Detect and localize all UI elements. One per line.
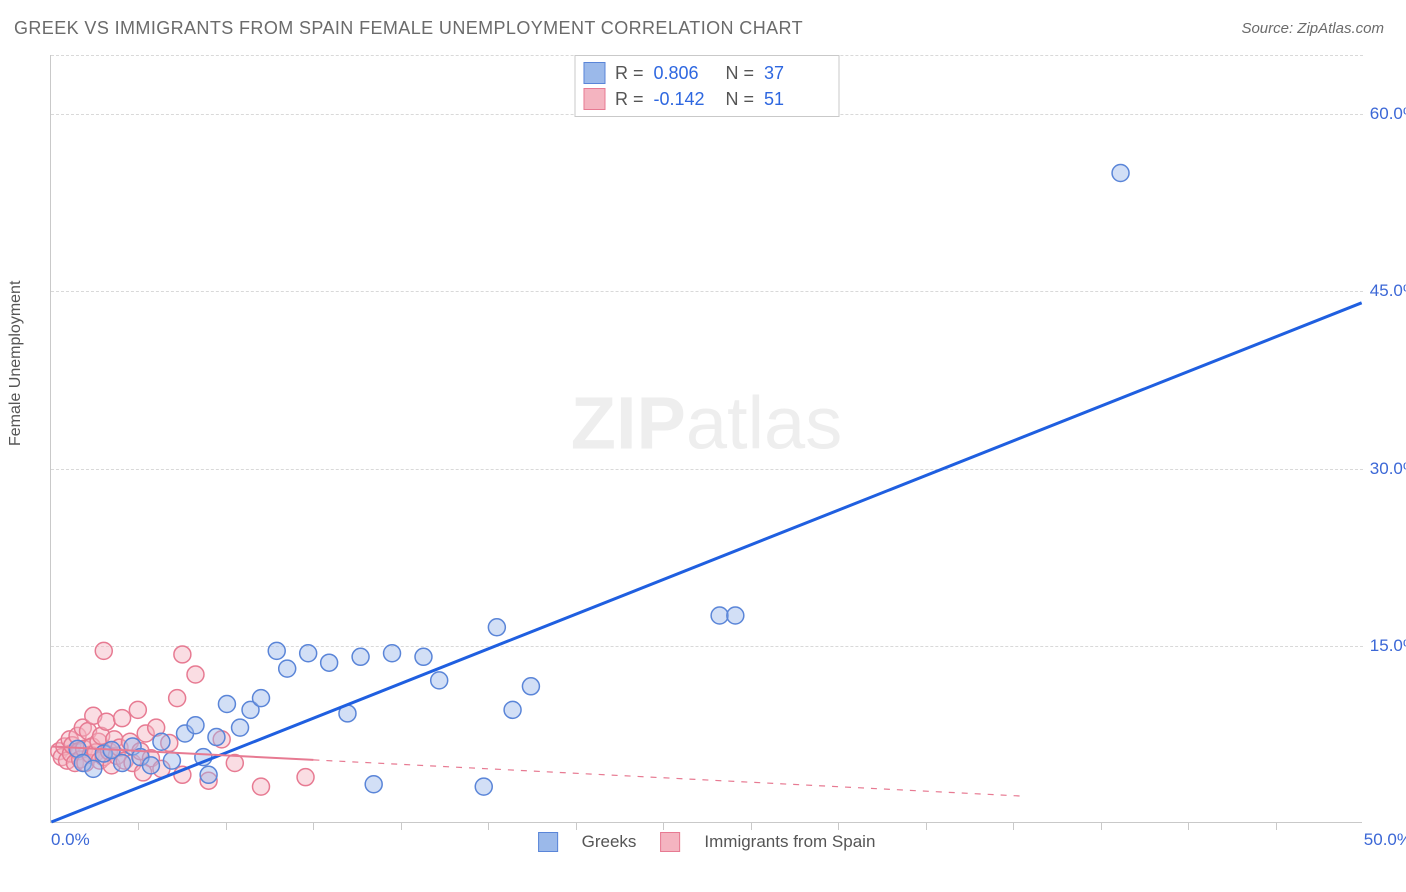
x-tick [576, 822, 577, 830]
x-tick [226, 822, 227, 830]
greeks-point [268, 642, 285, 659]
source-citation: Source: ZipAtlas.com [1241, 20, 1384, 37]
x-tick [1276, 822, 1277, 830]
n-label-spain: N = [726, 89, 755, 110]
x-tick [1101, 822, 1102, 830]
spain-point [129, 701, 146, 718]
trendline-greeks [51, 303, 1361, 822]
greeks-point [200, 766, 217, 783]
x-tick [751, 822, 752, 830]
greeks-point [142, 757, 159, 774]
x-tick [1188, 822, 1189, 830]
x-tick-label-end: 50.0% [1364, 830, 1406, 850]
swatch-spain-icon [583, 88, 605, 110]
x-tick [488, 822, 489, 830]
greeks-point [232, 719, 249, 736]
greeks-point [384, 645, 401, 662]
greeks-point [415, 648, 432, 665]
trendline-spain-dashed [313, 760, 1021, 796]
correlation-legend: R = 0.806 N = 37 R = -0.142 N = 51 [574, 55, 839, 117]
greeks-point [85, 760, 102, 777]
y-tick-label: 30.0% [1370, 459, 1406, 479]
series-legend: Greeks Immigrants from Spain [538, 832, 876, 852]
greeks-point [163, 752, 180, 769]
correlation-row-spain: R = -0.142 N = 51 [583, 86, 826, 112]
greeks-point [300, 645, 317, 662]
series-label-greeks: Greeks [582, 832, 637, 852]
r-value-spain: -0.142 [654, 89, 716, 110]
chart-svg [51, 55, 1362, 822]
greeks-point [208, 729, 225, 746]
greeks-point [431, 672, 448, 689]
greeks-point [321, 654, 338, 671]
x-tick [138, 822, 139, 830]
greeks-point [153, 733, 170, 750]
greeks-point [711, 607, 728, 624]
n-label-greeks: N = [726, 63, 755, 84]
swatch-spain-legend-icon [660, 832, 680, 852]
greeks-point [365, 776, 382, 793]
spain-point [114, 710, 131, 727]
correlation-row-greeks: R = 0.806 N = 37 [583, 60, 826, 86]
x-tick [1013, 822, 1014, 830]
greeks-point [522, 678, 539, 695]
greeks-point [187, 717, 204, 734]
swatch-greeks-icon [583, 62, 605, 84]
y-tick-label: 15.0% [1370, 636, 1406, 656]
greeks-point [475, 778, 492, 795]
greeks-point [279, 660, 296, 677]
spain-point [98, 713, 115, 730]
spain-point [253, 778, 270, 795]
n-value-spain: 51 [764, 89, 826, 110]
greeks-point [1112, 165, 1129, 182]
spain-point [169, 690, 186, 707]
greeks-point [253, 690, 270, 707]
x-tick [313, 822, 314, 830]
y-axis-label: Female Unemployment [7, 281, 25, 446]
series-label-spain: Immigrants from Spain [704, 832, 875, 852]
spain-point [187, 666, 204, 683]
greeks-point [352, 648, 369, 665]
x-tick-label-origin: 0.0% [51, 830, 90, 850]
spain-point [297, 769, 314, 786]
chart-container: GREEK VS IMMIGRANTS FROM SPAIN FEMALE UN… [0, 0, 1406, 892]
greeks-point [727, 607, 744, 624]
greeks-point [504, 701, 521, 718]
y-tick-label: 60.0% [1370, 104, 1406, 124]
r-label-greeks: R = [615, 63, 644, 84]
spain-point [174, 646, 191, 663]
y-tick-label: 45.0% [1370, 281, 1406, 301]
spain-point [95, 642, 112, 659]
greeks-point [218, 696, 235, 713]
plot-area: ZIPatlas 15.0%30.0%45.0%60.0% R = 0.806 … [50, 55, 1362, 823]
r-value-greeks: 0.806 [654, 63, 716, 84]
greeks-point [114, 755, 131, 772]
greeks-point [488, 619, 505, 636]
x-tick [663, 822, 664, 830]
x-tick [401, 822, 402, 830]
x-tick [926, 822, 927, 830]
chart-title: GREEK VS IMMIGRANTS FROM SPAIN FEMALE UN… [14, 18, 803, 39]
swatch-greeks-legend-icon [538, 832, 558, 852]
x-tick [838, 822, 839, 830]
n-value-greeks: 37 [764, 63, 826, 84]
r-label-spain: R = [615, 89, 644, 110]
